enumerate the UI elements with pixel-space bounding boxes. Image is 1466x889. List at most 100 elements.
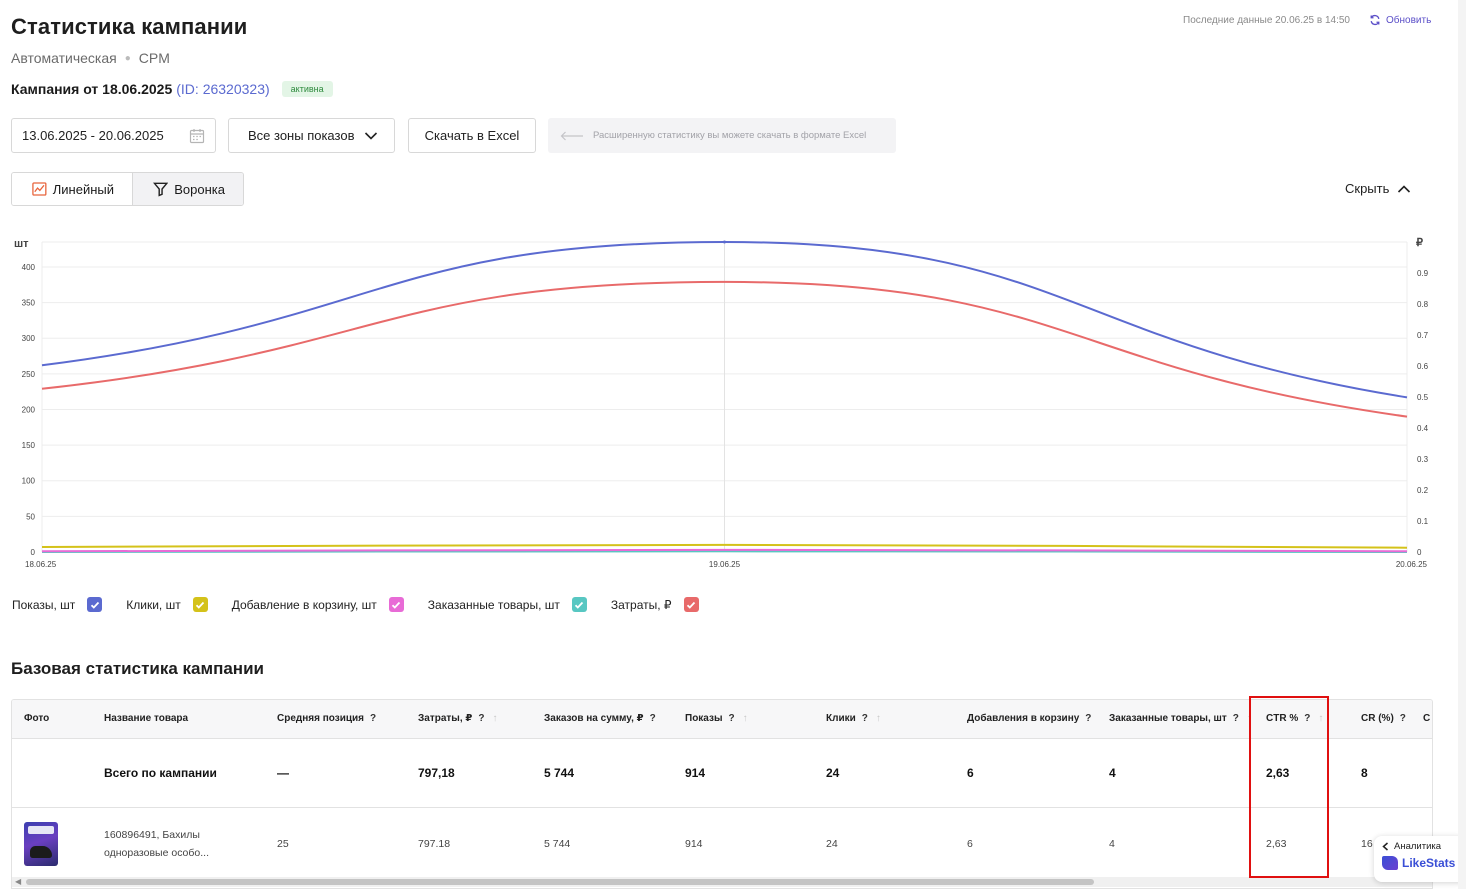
base-stats-title: Базовая статистика кампании <box>11 659 264 678</box>
column-header[interactable]: CTR %? ↑ <box>1254 700 1349 739</box>
table-cell: 24 <box>814 738 955 808</box>
checkmark-icon <box>196 601 205 609</box>
refresh-button[interactable]: Обновить <box>1369 14 1431 26</box>
view-funnel-option[interactable]: Воронка <box>133 173 243 205</box>
sort-arrow-icon[interactable]: ↑ <box>742 713 748 725</box>
chart-view-toggle: Линейный Воронка <box>11 172 244 206</box>
view-line-option[interactable]: Линейный <box>12 173 133 205</box>
legend-checkbox[interactable] <box>87 597 103 612</box>
legend-checkbox[interactable] <box>388 597 404 612</box>
product-name[interactable]: 160896491, Бахилы одноразовые особо... <box>104 829 210 860</box>
table-row[interactable]: 160896491, Бахилы одноразовые особо... 25… <box>12 807 1432 881</box>
checkmark-icon <box>686 601 696 609</box>
table-cell: 8 <box>1349 738 1411 808</box>
column-header[interactable]: Затраты, ₽? ↑ <box>406 700 532 739</box>
hide-chart-button[interactable]: Скрыть <box>1345 181 1411 196</box>
table-cell: 25 <box>265 807 406 881</box>
help-icon[interactable]: ? <box>861 713 868 725</box>
y2-tick-label: 0.6 <box>1417 362 1429 371</box>
y-tick-label: 50 <box>26 512 35 521</box>
table-cell: 24 <box>814 807 955 881</box>
zones-value: Все зоны показов <box>248 128 355 143</box>
hide-chart-label: Скрыть <box>1345 181 1390 196</box>
legend-checkbox[interactable] <box>571 597 587 612</box>
table-cell <box>1411 738 1432 808</box>
y-tick-label: 400 <box>22 263 36 272</box>
zones-dropdown[interactable]: Все зоны показов <box>228 118 395 153</box>
help-icon[interactable]: ? <box>478 713 485 725</box>
help-icon[interactable]: ? <box>1304 713 1311 725</box>
x-tick-label: 19.06.25 <box>709 560 741 569</box>
column-header[interactable]: CR (%)?↑ <box>1349 700 1411 739</box>
cell-value: 16 <box>1361 838 1373 851</box>
cell-value: 24 <box>826 765 840 780</box>
sort-arrow-icon[interactable]: ↑ <box>875 713 881 725</box>
cell-value: 797.18 <box>418 838 451 851</box>
help-icon[interactable]: ? <box>1399 713 1406 725</box>
legend-checkbox[interactable] <box>192 597 208 612</box>
status-badge: активна <box>281 81 333 97</box>
x-tick-label: 18.06.25 <box>25 560 57 569</box>
legend-item[interactable]: Затраты, ₽ <box>611 597 699 612</box>
page-title: Статистика кампании <box>11 14 248 39</box>
legend-item[interactable]: Заказанные товары, шт <box>428 597 587 612</box>
legend-checkbox[interactable] <box>683 597 699 612</box>
column-header-label: Затраты, ₽ <box>418 713 473 725</box>
help-icon[interactable]: ? <box>1085 713 1092 725</box>
y2-tick-label: 0.1 <box>1417 517 1429 526</box>
help-icon[interactable]: ? <box>649 713 656 725</box>
legend-item[interactable]: Добавление в корзину, шт <box>232 597 404 612</box>
legend-item[interactable]: Клики, шт <box>126 597 208 612</box>
series-point <box>723 240 726 244</box>
y-tick-label: 350 <box>22 299 36 308</box>
sort-arrow-icon[interactable]: ↑ <box>1318 713 1324 725</box>
column-header[interactable]: Добавления в корзину?↑ <box>955 700 1097 739</box>
column-header-label: Название товара <box>104 713 189 725</box>
column-header: C <box>1411 700 1432 739</box>
calendar-icon <box>189 128 205 143</box>
campaign-id-link[interactable]: (ID: 26320323) <box>176 81 270 97</box>
column-header-label: CTR % <box>1266 713 1299 725</box>
date-range-picker[interactable]: 13.06.2025 - 20.06.2025 <box>11 118 216 153</box>
table-cell: 914 <box>673 807 814 881</box>
y2-tick-label: 0.2 <box>1417 486 1429 495</box>
table-cell: 6 <box>955 807 1097 881</box>
column-header-label: CR (%) <box>1361 713 1394 725</box>
legend-label: Клики, шт <box>126 597 181 612</box>
cell-value: 25 <box>277 838 289 851</box>
checkmark-icon <box>90 601 99 609</box>
funnel-icon <box>153 182 169 197</box>
table-cell: 5 744 <box>532 807 673 881</box>
chevron-up-icon <box>1398 184 1411 193</box>
table-horizontal-scrollbar[interactable]: ◀ <box>12 877 1432 887</box>
help-icon[interactable]: ? <box>370 713 377 725</box>
analytics-widget-label: Аналитика <box>1394 841 1442 852</box>
help-icon[interactable]: ? <box>1232 713 1239 725</box>
legend-label: Заказанные товары, шт <box>427 597 560 612</box>
table-cell: 4 <box>1097 738 1254 808</box>
arrow-left-icon <box>560 131 583 140</box>
column-header[interactable]: Клики? ↑ <box>814 700 955 739</box>
chevron-down-icon <box>365 131 378 140</box>
column-header-label: Заказанные товары, шт <box>1109 713 1227 725</box>
analytics-widget[interactable]: Аналитика LikeStats <box>1374 836 1466 882</box>
column-header-label: Заказов на сумму, ₽ <box>544 713 644 725</box>
view-line-label: Линейный <box>52 181 114 197</box>
download-excel-button[interactable]: Скачать в Excel <box>408 118 536 153</box>
legend-item[interactable]: Показы, шт <box>12 597 103 612</box>
sort-arrow-icon[interactable]: ↑ <box>492 713 498 725</box>
column-header-label: Добавления в корзину <box>967 713 1080 725</box>
column-header[interactable]: Заказанные товары, шт? ↑ <box>1097 700 1254 739</box>
legend-label: Затраты, ₽ <box>610 597 672 612</box>
product-photo[interactable] <box>24 822 58 867</box>
likestats-brand: LikeStats <box>1402 856 1456 870</box>
scroll-left-icon[interactable]: ◀ <box>15 877 22 886</box>
column-header: Название товара <box>92 700 265 739</box>
cell-value: — <box>277 765 289 780</box>
column-header-label: Показы <box>685 713 723 725</box>
column-header[interactable]: Показы? ↑ <box>673 700 814 739</box>
sort-arrow-icon[interactable]: ↑ <box>1246 713 1252 725</box>
table-cell: 797.18 <box>406 807 532 881</box>
scrollbar-thumb[interactable] <box>26 879 1094 885</box>
help-icon[interactable]: ? <box>728 713 735 725</box>
